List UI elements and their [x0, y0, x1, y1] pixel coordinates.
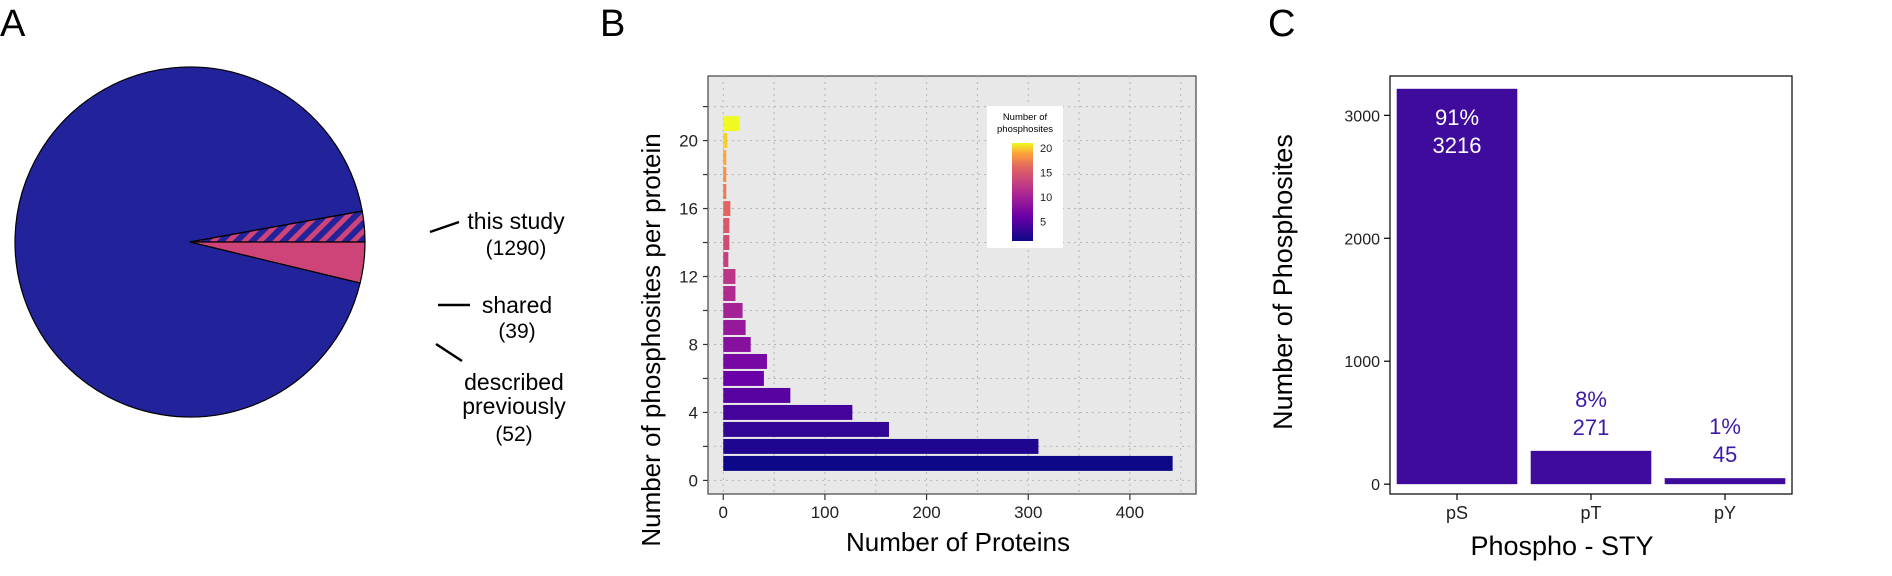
y-tick-label: 0 [1371, 477, 1380, 494]
x-tick-label: 100 [811, 503, 839, 522]
bar [723, 303, 743, 318]
data-label-count: 3216 [1433, 133, 1482, 158]
legend-ticks: 5 10 15 20 [1033, 143, 1052, 228]
leader-line-this-study [429, 220, 460, 234]
legend-tick-label: 5 [1040, 216, 1046, 228]
y-axis-ticks: 0 1000 2000 3000 [1344, 108, 1390, 494]
bar [723, 184, 727, 200]
slice-label-this-study: this study [467, 208, 565, 234]
color-legend: Number of phosphosites 5 10 15 20 [987, 106, 1063, 248]
bar [723, 353, 767, 369]
y-tick-label: 2000 [1344, 231, 1380, 248]
y-tick-label: 3000 [1344, 108, 1380, 125]
panel-label-c: C [1268, 3, 1295, 45]
y-tick-label: 20 [679, 132, 698, 151]
bar-pS [1396, 88, 1518, 485]
bar [723, 116, 740, 132]
x-tick-label: 200 [912, 503, 940, 522]
x-tick-label: 0 [719, 503, 728, 522]
y-axis-label: Number of phosphosites per protein [636, 133, 666, 546]
x-axis-ticks: 0 100 200 300 400 [719, 494, 1144, 522]
legend-title-line1: Number of [1003, 112, 1048, 123]
y-tick-label: 16 [679, 200, 698, 219]
slice-label-described-line2: previously [462, 393, 566, 419]
panel-label-b: B [600, 3, 625, 45]
bar [723, 286, 736, 301]
legend-colorbar [1012, 143, 1033, 241]
y-axis-ticks: 0 4 8 12 16 20 [679, 105, 708, 490]
bar [723, 167, 727, 183]
legend-tick-label: 20 [1040, 143, 1052, 155]
bar [723, 455, 1173, 471]
y-tick-label: 0 [689, 471, 698, 490]
data-label-percent: 91% [1435, 105, 1479, 130]
data-label-count: 271 [1573, 415, 1610, 440]
pie-slice-this-study [14, 66, 363, 418]
bars: 91% 3216 8% 271 1% 45 [1396, 88, 1786, 485]
y-tick-label: 4 [689, 403, 698, 422]
bar [723, 150, 727, 166]
bar [723, 218, 730, 234]
bar [723, 320, 746, 335]
panel-b-bar-chart: B 0 100 200 300 400 0 4 8 12 16 20 Number of Prot… [600, 3, 1197, 557]
bar [723, 133, 728, 149]
bar-pT [1530, 450, 1652, 485]
legend-tick-label: 15 [1040, 167, 1052, 179]
bars [723, 116, 1173, 471]
x-axis-label: Phospho - STY [1470, 531, 1653, 561]
x-tick-label: pS [1446, 503, 1468, 523]
x-tick-label: 400 [1116, 503, 1144, 522]
bar [723, 235, 730, 250]
bar [723, 387, 791, 403]
slice-label-shared: shared [482, 292, 552, 318]
slice-label-described-line1: described [464, 369, 564, 395]
bar-pY [1664, 478, 1786, 485]
panel-a-pie-chart: A this study (1290) shared (39) describe… [0, 3, 566, 446]
data-label-percent: 1% [1709, 414, 1741, 439]
data-label-count: 45 [1713, 442, 1737, 467]
panel-label-a: A [0, 3, 26, 45]
y-axis-label: Number of Phosphosites [1268, 134, 1298, 430]
x-axis-ticks: pS pT pY [1446, 494, 1736, 523]
bar [723, 421, 889, 437]
legend-title-line2: phosphosites [997, 124, 1053, 135]
data-label-percent: 8% [1575, 387, 1607, 412]
y-tick-label: 1000 [1344, 354, 1380, 371]
slice-count-this-study: (1290) [486, 237, 547, 260]
bar [723, 269, 736, 284]
x-axis-label: Number of Proteins [846, 527, 1070, 557]
slice-count-shared: (39) [498, 320, 535, 343]
bar [723, 404, 853, 420]
x-tick-label: pY [1714, 503, 1736, 523]
leader-line-described-previously [435, 342, 463, 363]
pie-slice-described-previously [189, 241, 366, 284]
bar [723, 370, 764, 386]
legend-tick-label: 10 [1040, 192, 1052, 204]
y-tick-label: 12 [679, 268, 698, 287]
bar [723, 252, 729, 267]
x-tick-label: 300 [1014, 503, 1042, 522]
bar [723, 336, 751, 352]
y-tick-label: 8 [689, 335, 698, 354]
bar [723, 438, 1039, 454]
slice-count-described: (52) [495, 423, 532, 446]
x-tick-label: pT [1580, 503, 1601, 523]
bar [723, 201, 731, 217]
